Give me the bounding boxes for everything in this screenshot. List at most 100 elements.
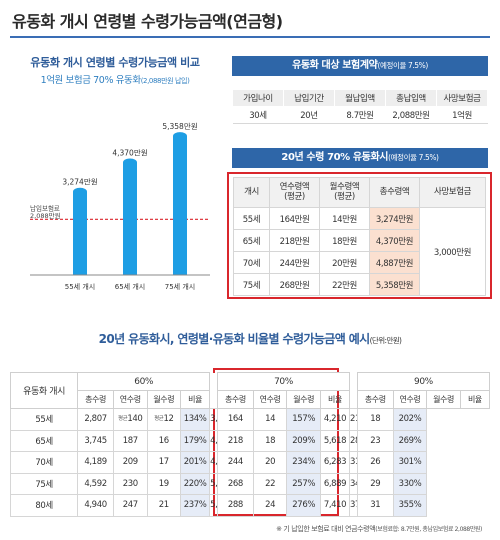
rate-value-cell: 3,745 [77, 429, 114, 452]
rate-group-70: 70% [216, 372, 351, 391]
bar-cap [73, 187, 87, 196]
rate-age-header: 유동화 개시 [9, 372, 79, 409]
plan-banner: 유동화 대상 보험계약(예정이율 7.5%) [232, 56, 488, 76]
rate-ratio-cell: 201% [180, 451, 211, 474]
bar-value-label: 3,274만원 [62, 178, 97, 187]
rate-ratio-cell: 276% [286, 494, 321, 517]
table-row: 75세 268만원 22만원 5,358만원 [233, 273, 486, 296]
rate-value-cell: 314 [349, 451, 358, 474]
footnote: ※ 기 납입한 보험료 대비 연금수령액(보험료합: 8.7만원, 총납입보험료… [276, 524, 482, 534]
bar-value-label: 4,370만원 [112, 148, 147, 157]
plan-title: 유동화 대상 보험계약 [292, 60, 378, 71]
rate-value-cell: 4,370 [209, 429, 218, 452]
rate-group-60: 60% [77, 372, 211, 391]
rate-ratio-cell: 330% [392, 472, 428, 495]
plan-header-cell: 총납입액 [385, 89, 437, 107]
rate-value-cell: 6,283 [319, 451, 351, 474]
rate-value-cell: 288 [217, 494, 254, 517]
rate-value-cell: 2,807 [77, 408, 114, 431]
rate-ratio-cell: 220% [180, 472, 211, 495]
rate-value-cell: 4,940 [77, 494, 114, 517]
pension-highlight-frame [227, 172, 492, 299]
rate-section-title: 20년 유동화시, 연령별·유동화 비율별 수령가능금액 예시(단위:만원) [0, 330, 500, 347]
pension-banner: 20년 수령 70% 유동화시(예정이율 7.5%) [232, 148, 488, 168]
rate-value-cell: 5,358 [209, 472, 218, 495]
rate-value-cell: 4,887 [209, 451, 218, 474]
bar [173, 136, 187, 275]
plan-header-cell: 납입기간 [283, 89, 335, 107]
pension-header-annual: 연수령액 (평균) [269, 177, 320, 208]
category-label: 55세 개시 [65, 282, 95, 291]
rate-table-body: 55세2,807평균140평균12134%3,27416414157%4,210… [9, 408, 490, 517]
rate-age-cell: 80세 [9, 494, 79, 517]
footnote-main: ※ 기 납입한 보험료 대비 연금수령액 [276, 525, 376, 533]
plan-cell: 30세 [232, 106, 284, 124]
rate-ratio-cell: 237% [180, 494, 211, 517]
rate-age-cell: 65세 [9, 429, 79, 452]
table-row: 75세4,59223019220%5,35826822257%6,8893442… [9, 472, 490, 495]
rate-value-cell: 268 [217, 472, 254, 495]
rate-ratio-cell: 179% [180, 429, 211, 452]
pension-annual: 268만원 [269, 273, 320, 296]
plan-cell: 2,088만원 [385, 106, 437, 124]
plan-cell: 1억원 [436, 106, 488, 124]
chart-subtitle-small: (2,088만원 납입) [140, 77, 190, 85]
rate-value-cell: 17 [146, 451, 182, 474]
rate-value-cell: 6,889 [319, 472, 351, 495]
bar-value-label: 5,358만원 [162, 122, 197, 131]
rate-value-cell: 20 [252, 451, 288, 474]
title-divider [10, 36, 490, 38]
rate-value-cell: 247 [112, 494, 148, 517]
rate-ratio-cell: 269% [392, 429, 428, 452]
pension-age: 65세 [233, 229, 270, 252]
rate-age-cell: 70세 [9, 451, 79, 474]
rate-value-text: 140 [127, 414, 143, 425]
table-row: 30세 20년 8.7만원 2,088만원 1억원 [232, 106, 488, 124]
rate-ratio-cell: 202% [392, 408, 428, 431]
rate-sub-header: 월수령 [286, 390, 321, 409]
rate-value-cell: 29 [356, 472, 394, 495]
bar [73, 191, 87, 275]
chart-title: 유동화 개시 연령별 수령가능금액 비교 [30, 56, 200, 69]
rate-sub-header: 연수령 [392, 390, 428, 409]
rate-age-cell: 75세 [9, 472, 79, 495]
rate-value-cell: 평균12 [146, 408, 182, 431]
rate-value-cell: 19 [146, 472, 182, 495]
reference-value-label: 2,088만원 [30, 211, 61, 220]
rate-value-cell: 209 [112, 451, 148, 474]
rate-value-cell: 평균140 [112, 408, 148, 431]
plan-header-cell: 가입나이 [232, 89, 284, 107]
page-title: 유동화 개시 연령별 수령가능금액(연금형) [12, 12, 283, 31]
pension-age: 75세 [233, 273, 270, 296]
rate-value-cell: 5,763 [209, 494, 218, 517]
category-label: 65세 개시 [115, 282, 145, 291]
plan-cell: 20년 [283, 106, 335, 124]
rate-group-header-row: 유동화 개시 60% 70% 90% [9, 372, 491, 409]
average-mini-label: 평균 [154, 416, 164, 423]
pension-total: 4,370만원 [369, 229, 420, 252]
rate-value-cell: 187 [112, 429, 148, 452]
plan-title-small: (예정이율 7.5%) [377, 61, 428, 70]
pension-death-benefit: 3,000만원 [419, 207, 486, 296]
rate-sub-header: 총수령 [217, 390, 254, 409]
pension-monthly: 18만원 [319, 229, 370, 252]
pension-total: 4,887만원 [369, 251, 420, 274]
rate-title-small: (단위:만원) [369, 336, 402, 345]
rate-ratio-cell: 355% [392, 494, 428, 517]
rate-value-cell: 18 [252, 429, 288, 452]
average-mini-label: 평균 [118, 416, 128, 423]
rate-value-cell: 164 [217, 408, 254, 431]
rate-value-cell: 21 [146, 494, 182, 517]
rate-ratio-cell: 134% [180, 408, 211, 431]
pension-monthly: 14만원 [319, 207, 370, 230]
rate-value-cell: 5,618 [319, 429, 351, 452]
category-label: 75세 개시 [165, 282, 195, 291]
pension-total: 5,358만원 [369, 273, 420, 296]
rate-ratio-cell: 157% [286, 408, 321, 431]
plan-header-cell: 월납입액 [334, 89, 386, 107]
rate-value-cell: 371 [349, 494, 358, 517]
table-row: 80세4,94024721237%5,76328824276%7,4103713… [9, 494, 490, 517]
rate-value-cell: 16 [146, 429, 182, 452]
plan-cell: 8.7만원 [334, 106, 386, 124]
